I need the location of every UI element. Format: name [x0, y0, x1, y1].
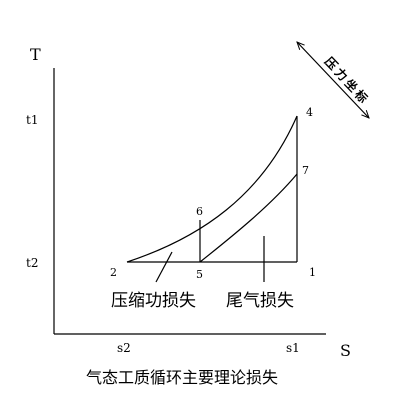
tick-t2: t2 — [26, 256, 38, 270]
compression-loss-label: 压缩功损失 — [111, 291, 196, 311]
exhaust-loss-label: 尾气损失 — [226, 291, 294, 311]
tick-s1: s1 — [286, 341, 300, 355]
x-axis-label: S — [340, 341, 351, 360]
expansion-curve-5-7 — [199, 173, 298, 263]
tick-s2: s2 — [117, 341, 131, 355]
compression-leader-line — [155, 251, 173, 283]
pressure-axis-label: 压 力 坐 标 — [322, 54, 371, 105]
point-label-7: 7 — [302, 164, 309, 177]
point-label-5: 5 — [196, 268, 203, 281]
y-axis-label: T — [30, 45, 41, 64]
figure-caption: 气态工质循环主要理论损失 — [86, 368, 278, 387]
point-label-6: 6 — [196, 205, 203, 218]
point-label-2: 2 — [110, 266, 117, 279]
point-label-1: 1 — [309, 266, 316, 279]
pressure-axis-arrow — [297, 42, 369, 118]
point-label-4: 4 — [306, 106, 313, 119]
tick-t1: t1 — [26, 113, 38, 127]
compression-curve-2-4 — [126, 115, 298, 263]
